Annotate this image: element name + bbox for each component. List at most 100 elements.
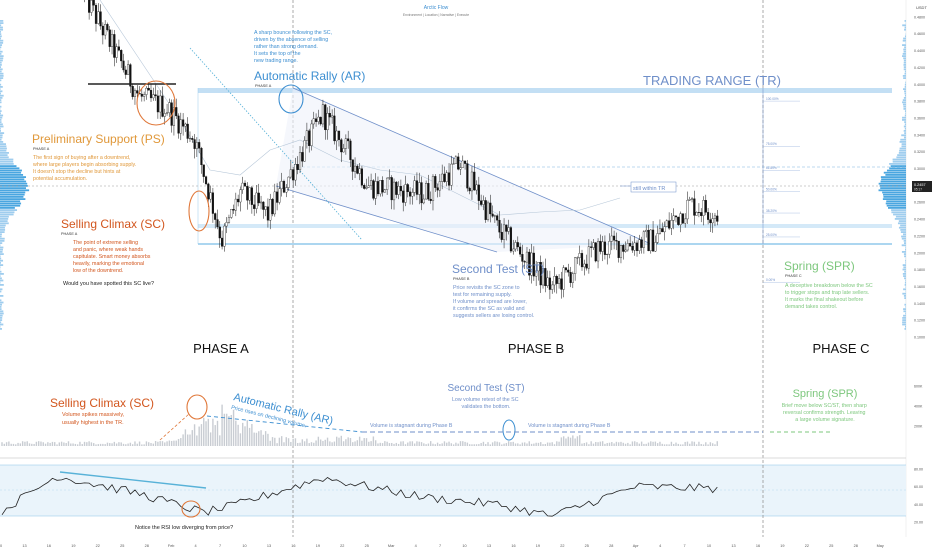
candle-body	[225, 222, 228, 227]
volume-bar	[542, 444, 544, 446]
candle-body	[94, 5, 98, 24]
date-tick-label: 13	[487, 544, 491, 548]
candle-body	[234, 198, 237, 211]
vol-st-description: Low volume retest of the SC validates th…	[452, 397, 520, 410]
volume-profile-bar	[0, 312, 4, 315]
rsi-line[interactable]	[1, 477, 718, 517]
volume-bar	[203, 417, 205, 446]
price-candles[interactable]	[84, 0, 719, 300]
current-price-marker[interactable]	[912, 181, 932, 192]
volume-bar	[193, 424, 196, 446]
date-tick-label: 4	[415, 544, 417, 548]
volume-profile-left	[0, 20, 30, 330]
volume-bar	[613, 443, 615, 446]
volume-bar	[95, 444, 97, 446]
candle-body	[457, 156, 460, 170]
volume-bar	[684, 441, 686, 446]
volume-bar	[647, 442, 650, 446]
volume-bar	[372, 436, 375, 446]
volume-bar	[294, 438, 297, 446]
volume-bar	[15, 444, 17, 446]
volume-bar	[473, 444, 475, 446]
volume-profile-bar	[885, 174, 906, 176]
date-tick-label: 10	[242, 544, 246, 548]
candle-body	[342, 148, 345, 153]
candle-body	[617, 240, 620, 258]
date-tick-label: 28	[609, 544, 613, 548]
candle-body	[697, 212, 700, 213]
volume-bar	[475, 444, 478, 446]
candle-body	[427, 183, 430, 200]
candle-body	[376, 181, 380, 195]
candle-body	[324, 104, 327, 131]
vol-sc-line: usually highest in the TR.	[62, 420, 124, 426]
volume-bar	[93, 443, 95, 446]
spr-line: It marks the final shakeout before	[785, 297, 863, 303]
candle-body	[569, 272, 572, 283]
candle-body	[489, 202, 492, 215]
price-axis[interactable]: USDT 0.4800 0.4600 0.4400 0.4200 0.4000 0.380…	[905, 0, 932, 550]
volume-profile-bar	[0, 270, 2, 273]
volume-bar	[253, 432, 255, 446]
volume-profile-bar	[0, 211, 15, 214]
volume-profile-bar	[0, 328, 2, 330]
volume-bar	[714, 444, 716, 446]
volume-bar	[219, 435, 221, 446]
fib-retracement-tool[interactable]: 100.00% 75.00% 61.80% 50.00% 38.20% 25.00% 0.0…	[762, 88, 800, 283]
volume-profile-bar	[904, 26, 906, 29]
candle-body	[466, 163, 469, 189]
volume-profile-bar	[0, 321, 2, 324]
candle-body	[594, 242, 597, 262]
candle-body	[223, 225, 226, 247]
candle-body	[512, 248, 515, 252]
volume-bar	[485, 444, 487, 446]
volume-profile-bar	[0, 174, 24, 176]
volume-bar	[271, 437, 274, 446]
candle-body	[388, 177, 391, 179]
candle-body	[117, 46, 120, 51]
volume-bar	[691, 441, 693, 446]
candle-body	[97, 11, 100, 24]
volume-profile-bar	[902, 268, 906, 271]
volume-bar	[592, 443, 595, 446]
date-tick-label: 22	[96, 544, 100, 548]
ar-description: A sharp bounce following the SC, driven …	[254, 30, 334, 64]
volume-bar	[283, 442, 285, 446]
price-tick-label: 0.3200	[914, 150, 925, 154]
candle-body	[230, 209, 233, 218]
volume-profile-bar	[901, 143, 906, 145]
volume-bar	[336, 436, 338, 446]
volume-profile-bar	[903, 68, 906, 71]
candle-body	[468, 187, 471, 192]
volume-bar	[427, 443, 430, 446]
candle-body	[541, 268, 545, 286]
volume-bar	[51, 441, 54, 446]
tr-top-zone	[198, 88, 892, 93]
volume-bars[interactable]	[1, 404, 718, 446]
ar-title: Automatic Rally (AR)	[254, 69, 365, 83]
volume-profile-bar	[0, 61, 2, 64]
volume-profile-bar	[0, 191, 26, 194]
price-tick-label: 0.1000	[914, 336, 925, 340]
volume-bar	[668, 444, 670, 446]
volume-profile-bar	[895, 215, 906, 218]
price-tick-label: 0.4200	[914, 66, 925, 70]
volume-bar	[650, 441, 652, 446]
volume-profile-bar	[904, 114, 906, 117]
volume-profile-bar	[0, 273, 4, 275]
candle-body	[674, 215, 678, 218]
volume-bar	[656, 443, 659, 446]
volume-bar	[76, 444, 79, 446]
volume-profile-bar	[903, 253, 906, 255]
candle-body	[113, 34, 116, 58]
candle-body	[665, 220, 668, 227]
volume-bar	[280, 436, 283, 446]
volume-bar	[521, 442, 524, 446]
volume-bar	[248, 427, 251, 446]
volume-bar	[517, 443, 519, 446]
volume-bar	[333, 441, 336, 446]
volume-bar	[99, 443, 102, 446]
volume-bar	[150, 443, 152, 446]
volume-profile-bar	[903, 136, 906, 139]
